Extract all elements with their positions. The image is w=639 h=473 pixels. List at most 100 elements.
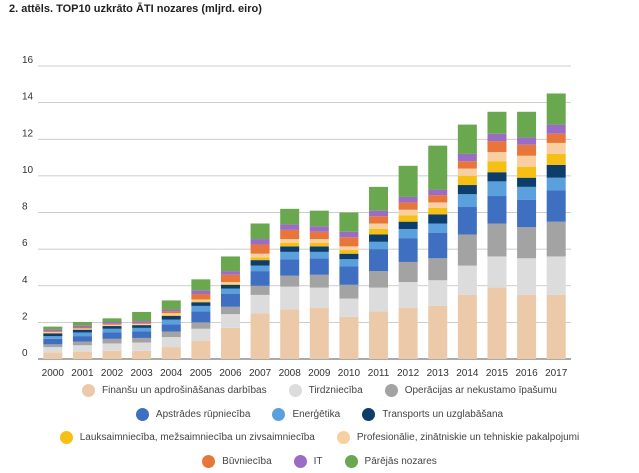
bar-segment[interactable]	[487, 196, 507, 224]
bar-segment[interactable]	[398, 221, 418, 229]
bar-segment[interactable]	[161, 347, 181, 359]
bar-segment[interactable]	[132, 327, 152, 332]
bar-segment[interactable]	[428, 223, 448, 233]
bar-segment[interactable]	[457, 175, 477, 186]
bar-segment[interactable]	[457, 153, 477, 162]
legend-item[interactable]: Operācijas ar nekustamo īpašumu	[384, 384, 557, 397]
bar-segment[interactable]	[517, 199, 537, 228]
bar-segment[interactable]	[487, 152, 507, 162]
bar-segment[interactable]	[161, 331, 181, 338]
bar-segment[interactable]	[191, 279, 211, 291]
bar-segment[interactable]	[161, 337, 181, 348]
bar-segment[interactable]	[517, 186, 537, 200]
bar-segment[interactable]	[191, 328, 211, 341]
bar-segment[interactable]	[339, 253, 359, 260]
bar-segment[interactable]	[43, 338, 63, 345]
bar-segment[interactable]	[398, 165, 418, 197]
bar-segment[interactable]	[428, 214, 448, 224]
bar-segment[interactable]	[457, 161, 477, 169]
bar-segment[interactable]	[250, 294, 270, 314]
bar-segment[interactable]	[339, 246, 359, 251]
bar-segment[interactable]	[250, 257, 270, 261]
bar-segment[interactable]	[339, 284, 359, 299]
bar-segment[interactable]	[102, 350, 122, 359]
bar-segment[interactable]	[487, 111, 507, 134]
bar-segment[interactable]	[280, 309, 300, 359]
bar-segment[interactable]	[309, 231, 329, 240]
bar-segment[interactable]	[161, 319, 181, 325]
bar-segment[interactable]	[102, 318, 122, 323]
bar-segment[interactable]	[72, 345, 92, 352]
bar-segment[interactable]	[220, 284, 240, 289]
bar-segment[interactable]	[339, 266, 359, 285]
bar-segment[interactable]	[457, 207, 477, 235]
bar-segment[interactable]	[191, 293, 211, 300]
bar-segment[interactable]	[161, 309, 181, 312]
legend-item[interactable]: Lauksaimniecība, mežsaimniecība un zivsa…	[59, 431, 315, 444]
bar-segment[interactable]	[339, 259, 359, 267]
bar-segment[interactable]	[102, 338, 122, 344]
bar-segment[interactable]	[161, 300, 181, 310]
bar-segment[interactable]	[369, 216, 389, 224]
bar-segment[interactable]	[161, 315, 181, 316]
bar-segment[interactable]	[220, 288, 240, 294]
bar-segment[interactable]	[250, 223, 270, 240]
bar-segment[interactable]	[398, 307, 418, 359]
legend-item[interactable]: IT	[293, 455, 323, 468]
bar-segment[interactable]	[102, 332, 122, 339]
bar-segment[interactable]	[43, 347, 63, 353]
bar-segment[interactable]	[250, 265, 270, 272]
bar-segment[interactable]	[546, 124, 566, 134]
bar-segment[interactable]	[250, 271, 270, 286]
bar-segment[interactable]	[102, 328, 122, 333]
bar-segment[interactable]	[132, 323, 152, 325]
bar-segment[interactable]	[309, 307, 329, 359]
bar-segment[interactable]	[72, 322, 92, 326]
bar-segment[interactable]	[546, 177, 566, 191]
bar-segment[interactable]	[280, 224, 300, 230]
bar-segment[interactable]	[546, 142, 566, 154]
bar-segment[interactable]	[546, 221, 566, 257]
bar-segment[interactable]	[428, 207, 448, 215]
bar-segment[interactable]	[369, 186, 389, 211]
bar-segment[interactable]	[132, 321, 152, 323]
bar-segment[interactable]	[369, 223, 389, 229]
bar-segment[interactable]	[309, 258, 329, 275]
bar-segment[interactable]	[398, 196, 418, 203]
bar-segment[interactable]	[280, 208, 300, 225]
bar-segment[interactable]	[43, 326, 63, 330]
bar-segment[interactable]	[309, 242, 329, 247]
bar-segment[interactable]	[220, 271, 240, 275]
bar-segment[interactable]	[546, 153, 566, 165]
bar-segment[interactable]	[102, 322, 122, 324]
bar-segment[interactable]	[72, 332, 92, 337]
bar-segment[interactable]	[487, 287, 507, 359]
bar-segment[interactable]	[280, 246, 300, 252]
bar-segment[interactable]	[339, 237, 359, 247]
bar-segment[interactable]	[546, 164, 566, 178]
bar-segment[interactable]	[428, 145, 448, 190]
bar-segment[interactable]	[72, 327, 92, 329]
bar-segment[interactable]	[161, 313, 181, 316]
legend-item[interactable]: Finanšu un apdrošināšanas darbības	[82, 384, 267, 397]
bar-segment[interactable]	[191, 322, 211, 329]
bar-segment[interactable]	[369, 311, 389, 359]
bar-segment[interactable]	[250, 313, 270, 359]
bar-segment[interactable]	[43, 332, 63, 333]
bar-segment[interactable]	[250, 244, 270, 254]
bar-segment[interactable]	[457, 194, 477, 208]
bar-segment[interactable]	[398, 282, 418, 308]
bar-segment[interactable]	[517, 137, 537, 145]
bar-segment[interactable]	[280, 229, 300, 240]
bar-segment[interactable]	[161, 311, 181, 314]
bar-segment[interactable]	[546, 256, 566, 295]
bar-segment[interactable]	[487, 223, 507, 257]
bar-segment[interactable]	[309, 246, 329, 252]
bar-segment[interactable]	[369, 249, 389, 272]
bar-segment[interactable]	[220, 283, 240, 285]
bar-segment[interactable]	[457, 168, 477, 176]
bar-segment[interactable]	[339, 212, 359, 232]
bar-segment[interactable]	[132, 342, 152, 351]
legend-item[interactable]: Enerģētika	[272, 408, 340, 421]
bar-segment[interactable]	[428, 189, 448, 196]
